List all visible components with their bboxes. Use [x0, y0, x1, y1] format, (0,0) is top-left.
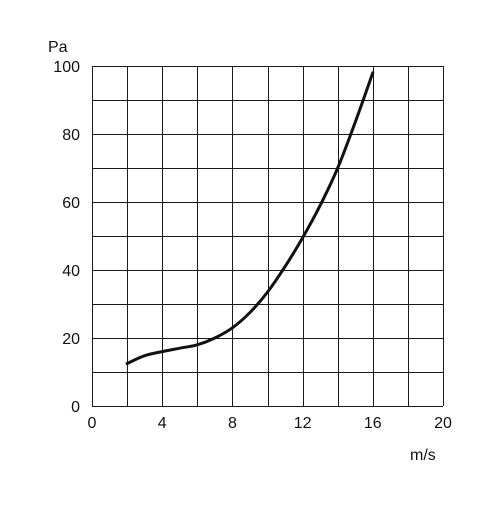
- series-group: [125, 71, 375, 365]
- x-tick-label: 20: [434, 415, 452, 432]
- series-line: [125, 71, 375, 365]
- x-unit-label: m/s: [410, 447, 436, 464]
- y-tick-label: 100: [53, 59, 80, 76]
- y-tick-label: 80: [62, 127, 80, 144]
- y-tick-label: 40: [62, 263, 80, 280]
- y-unit-label: Pa: [48, 39, 68, 56]
- x-tick-labels: 0 4 8 12 16 20: [88, 415, 452, 432]
- x-tick-label: 4: [158, 415, 167, 432]
- y-tick-label: 20: [62, 331, 80, 348]
- x-tick-label: 12: [294, 415, 312, 432]
- x-tick-label: 0: [88, 415, 97, 432]
- y-tick-label: 60: [62, 195, 80, 212]
- y-tick-labels: 0 20 40 60 80 100: [53, 59, 80, 416]
- y-tick-label: 0: [71, 399, 80, 416]
- x-tick-label: 8: [228, 415, 237, 432]
- x-tick-label: 16: [364, 415, 382, 432]
- grid: [92, 66, 444, 407]
